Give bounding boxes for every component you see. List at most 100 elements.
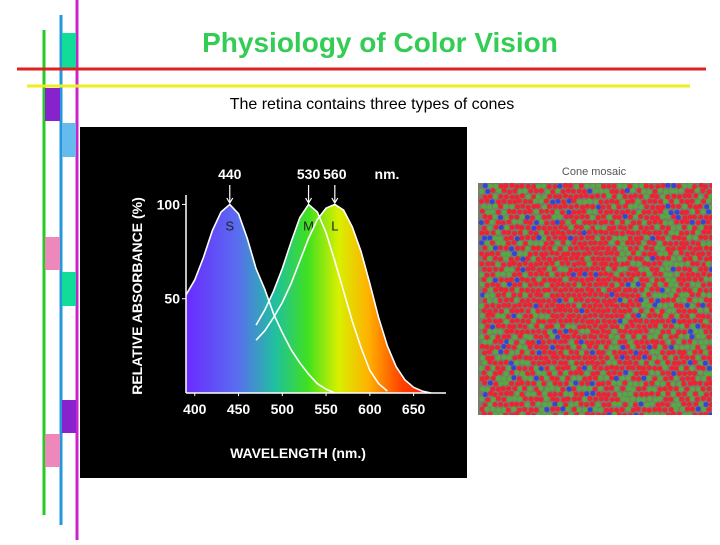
cone	[629, 293, 635, 299]
cone	[498, 224, 504, 230]
cone	[519, 235, 525, 241]
cone	[563, 276, 569, 282]
cone	[565, 324, 571, 330]
cone	[576, 219, 582, 225]
cone	[492, 235, 498, 241]
cone	[604, 365, 610, 371]
cone	[514, 184, 520, 190]
cone	[686, 401, 692, 407]
cone	[606, 193, 612, 199]
cone	[493, 381, 499, 387]
cone	[539, 323, 545, 329]
cone	[541, 225, 547, 231]
cone	[604, 250, 610, 256]
cone	[524, 214, 530, 220]
cone	[517, 219, 523, 225]
cone	[482, 194, 488, 200]
cone	[571, 251, 577, 257]
cone	[652, 292, 658, 298]
cone	[525, 194, 531, 200]
cone	[592, 375, 598, 381]
cone	[606, 370, 612, 376]
cone	[485, 323, 491, 329]
cone	[544, 386, 550, 392]
cone	[520, 267, 526, 273]
cone	[684, 323, 690, 329]
cone	[485, 261, 491, 267]
cone	[495, 396, 501, 402]
cone	[563, 214, 569, 220]
cone	[633, 225, 639, 231]
cone	[478, 334, 484, 340]
cone	[533, 261, 539, 267]
cone	[619, 407, 625, 413]
cone	[668, 396, 674, 402]
cone	[665, 359, 671, 365]
peak-label: 440	[218, 166, 242, 182]
cone	[555, 344, 561, 350]
cone	[524, 287, 530, 293]
cone	[565, 364, 571, 370]
cone	[650, 277, 656, 283]
cone	[550, 344, 556, 350]
cone	[674, 323, 680, 329]
peak-arrow	[331, 185, 339, 205]
cone	[695, 406, 701, 412]
cone	[684, 209, 690, 215]
cone	[479, 376, 485, 382]
cone	[598, 292, 604, 298]
cone	[698, 412, 704, 415]
cone	[654, 277, 660, 283]
cone	[660, 277, 666, 283]
cone	[487, 380, 493, 386]
cone	[708, 193, 712, 199]
cone	[628, 276, 634, 282]
cone	[692, 308, 698, 314]
cone	[595, 236, 601, 242]
cone	[620, 219, 626, 225]
cone	[700, 365, 706, 371]
cone	[589, 359, 595, 365]
cone	[506, 229, 512, 235]
cone	[706, 189, 712, 195]
cone	[642, 354, 648, 360]
cone	[633, 255, 639, 261]
cone	[609, 302, 615, 308]
cone	[706, 365, 712, 371]
cone	[487, 402, 493, 408]
cone	[538, 292, 544, 298]
cone	[616, 214, 622, 220]
cone	[522, 375, 528, 381]
cone	[704, 193, 710, 199]
cone	[550, 396, 556, 402]
cone	[484, 344, 490, 350]
cone	[660, 370, 666, 376]
cone	[651, 240, 657, 246]
cone	[698, 391, 704, 397]
cone	[616, 277, 622, 283]
cone	[520, 359, 526, 365]
cone	[496, 407, 502, 413]
cone	[689, 334, 695, 340]
cone	[670, 328, 676, 334]
cone	[512, 303, 518, 309]
cone	[497, 214, 503, 220]
cone	[638, 235, 644, 241]
cone	[542, 401, 548, 407]
cone	[689, 366, 695, 372]
cone	[546, 287, 552, 293]
cone	[546, 203, 552, 209]
cone	[687, 329, 693, 335]
cone	[694, 187, 700, 193]
cone	[606, 380, 612, 386]
cone	[604, 209, 610, 215]
cone	[703, 184, 709, 190]
cone	[685, 396, 691, 402]
cone	[656, 241, 662, 247]
cone	[573, 224, 579, 230]
cone	[492, 360, 498, 366]
cone	[525, 340, 531, 346]
cone	[647, 323, 653, 329]
cone	[708, 297, 712, 303]
cone	[495, 229, 501, 235]
